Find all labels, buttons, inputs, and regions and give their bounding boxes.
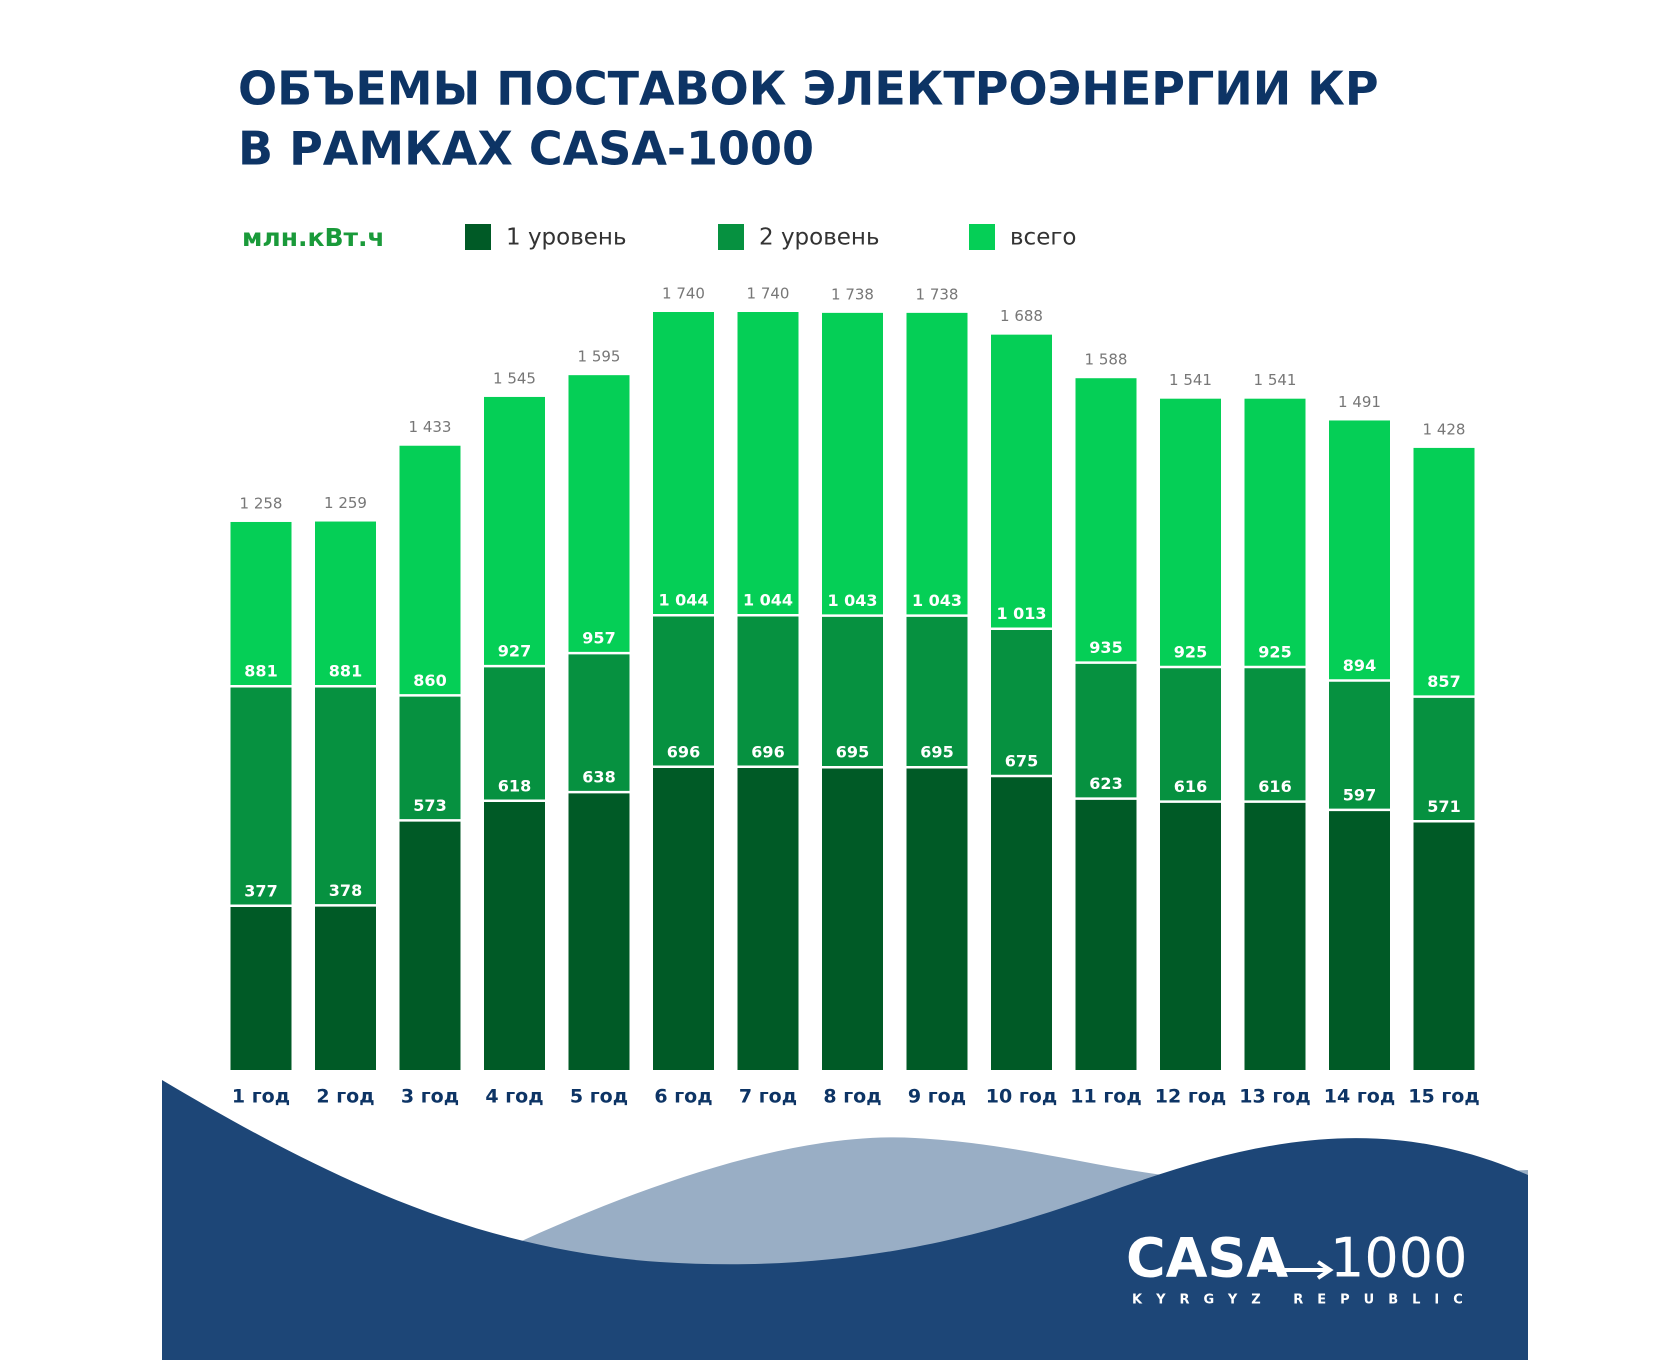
x-tick-label: 3 год [401,1086,459,1108]
logo-arrow [1268,1260,1334,1280]
chart-title: ОБЪЕМЫ ПОСТАВОК ЭЛЕКТРОЭНЕРГИИ КР [238,62,1379,116]
bar [484,800,545,1070]
x-tick-label: 12 год [1155,1086,1226,1108]
value-label: 1 428 [1423,420,1466,438]
value-label: 573 [413,796,446,815]
x-tick-label: 7 год [739,1086,797,1108]
value-label: 1 043 [912,591,962,610]
x-tick-label: 1 год [232,1086,290,1108]
value-label: 618 [498,776,531,795]
value-label: 616 [1174,777,1207,796]
value-label: 1 688 [1000,307,1043,325]
legend-swatch [465,224,491,250]
value-label: 1 043 [827,591,877,610]
value-label: 1 738 [916,285,959,303]
value-label: 638 [582,768,615,787]
x-tick-label: 11 год [1070,1086,1141,1108]
value-label: 881 [329,662,362,681]
bar [737,766,799,1070]
value-label: 378 [329,881,362,900]
value-label: 957 [582,629,615,648]
x-tick-label: 4 год [485,1086,543,1108]
bar [1160,801,1221,1070]
bar [653,766,714,1070]
x-tick-label: 6 год [654,1086,712,1108]
value-label: 925 [1258,643,1291,662]
x-tick-label: 13 год [1239,1086,1310,1108]
value-label: 1 738 [831,285,874,303]
bar [1329,809,1390,1070]
legend-swatch [718,224,744,250]
logo-name: CASA [1126,1227,1288,1290]
legend-label: 1 уровень [506,225,627,251]
value-label: 1 258 [240,494,283,512]
value-label: 1 740 [747,285,790,303]
bar [906,767,968,1070]
x-tick-label: 9 год [908,1086,966,1108]
legend-label: всего [1010,225,1077,251]
x-tick-label: 14 год [1324,1086,1395,1108]
logo-number: 1000 [1330,1227,1467,1290]
value-label: 1 013 [996,604,1046,623]
value-label: 935 [1089,638,1122,657]
x-tick-label: 5 год [570,1086,628,1108]
legend-label: 2 уровень [759,225,880,251]
value-label: 696 [751,742,784,761]
value-label: 881 [244,662,277,681]
value-label: 695 [836,743,869,762]
bar [568,792,630,1070]
bar [991,775,1052,1070]
x-tick-label: 8 год [823,1086,881,1108]
value-label: 894 [1343,656,1376,675]
x-tick-label: 2 год [316,1086,374,1108]
value-label: 1 595 [578,348,621,366]
bar [1413,821,1475,1070]
x-tick-label: 10 год [986,1086,1057,1108]
value-label: 597 [1343,785,1376,804]
value-label: 925 [1174,643,1207,662]
value-label: 616 [1258,777,1291,796]
value-label: 696 [667,742,700,761]
value-label: 1 541 [1169,371,1212,389]
value-label: 1 740 [662,285,705,303]
legend-swatch [969,224,995,250]
value-label: 857 [1427,672,1460,691]
value-label: 860 [413,671,446,690]
value-label: 1 545 [493,369,536,387]
bar [822,767,883,1070]
bar [315,905,376,1070]
value-label: 571 [1427,797,1460,816]
chart-title: В РАМКАХ CASA-1000 [238,122,814,176]
bar [230,905,292,1070]
bar [399,820,461,1070]
value-label: 1 588 [1085,351,1128,369]
value-label: 1 433 [409,418,452,436]
value-label: 1 044 [743,591,793,610]
value-label: 1 259 [324,494,367,512]
logo-subtitle: KYRGYZ REPUBLIC [1132,1293,1477,1308]
value-label: 623 [1089,774,1122,793]
x-tick-label: 15 год [1408,1086,1479,1108]
value-label: 377 [244,881,277,900]
value-label: 1 541 [1254,371,1297,389]
value-label: 675 [1005,751,1038,770]
unit-label: млн.кВт.ч [242,223,385,252]
value-label: 1 491 [1338,393,1381,411]
value-label: 695 [920,743,953,762]
bar [1075,798,1137,1070]
value-label: 927 [498,642,531,661]
value-label: 1 044 [658,591,708,610]
wave-dark [162,1080,1528,1360]
bar [1244,801,1306,1070]
